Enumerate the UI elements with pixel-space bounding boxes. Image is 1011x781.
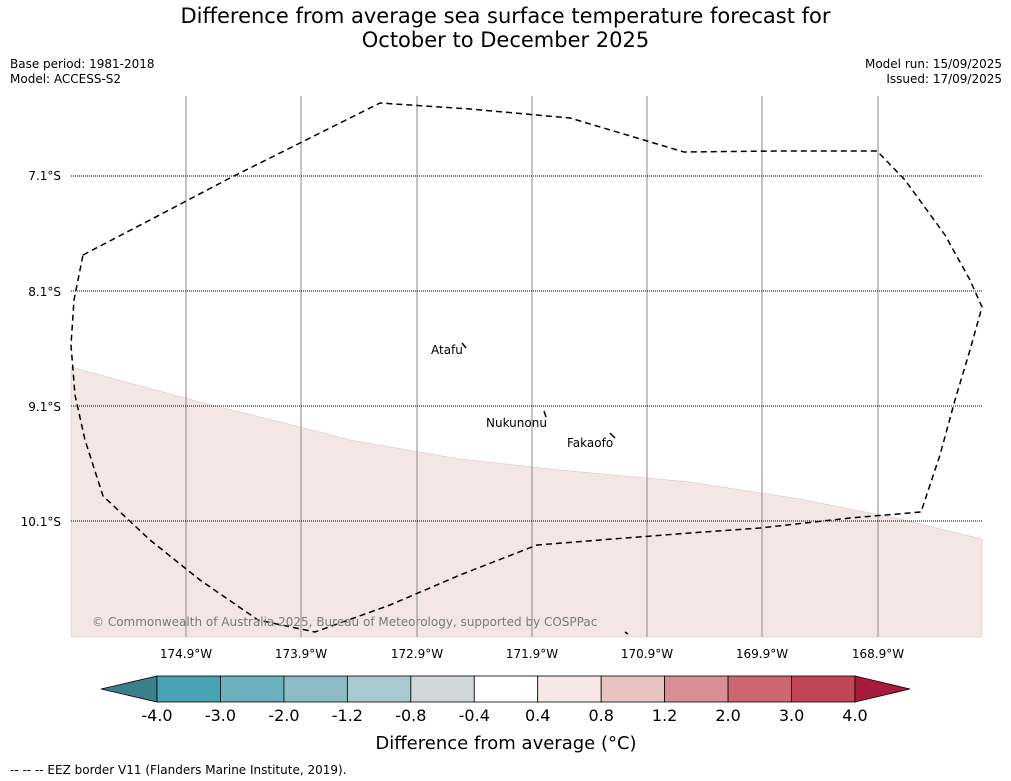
colorbar-segment <box>727 675 792 703</box>
model-info: Base period: 1981-2018 Model: ACCESS-S2 <box>10 57 155 87</box>
colorbar-tick-label: -2.0 <box>268 706 299 725</box>
base-period: Base period: 1981-2018 <box>10 57 155 71</box>
colorbar-extension-low <box>100 675 158 703</box>
map-plot: Atafu Nukunonu Fakaofo © Commonwealth of… <box>21 96 983 661</box>
lat-label-9-1: 9.1°S <box>28 400 61 414</box>
colorbar-tick-label: -4.0 <box>141 706 172 725</box>
colorbar-tick-label: -0.8 <box>395 706 426 725</box>
small-island-marker <box>624 631 629 635</box>
eez-legend: -- -- -- EEZ border V11 (Flanders Marine… <box>10 763 347 777</box>
copyright-notice: © Commonwealth of Australia 2025, Bureau… <box>92 615 597 629</box>
colorbar-segment <box>283 675 348 703</box>
colorbar-segment <box>346 675 412 703</box>
colorbar-segment <box>156 675 221 703</box>
title-line-2: October to December 2025 <box>361 28 650 52</box>
colorbar-segment <box>473 675 539 703</box>
atafu-label: Atafu <box>431 343 463 357</box>
colorbar-title: Difference from average (°C) <box>375 733 636 754</box>
colorbar-extension-high <box>854 675 911 703</box>
atafu-marker <box>461 342 467 349</box>
colorbar-tick-label: 0.8 <box>588 706 613 725</box>
lon-label-174-9: 174.9°W <box>160 647 212 661</box>
fakaofo-marker <box>609 432 616 439</box>
nukunonu-marker <box>543 410 547 418</box>
model-run: Model run: 15/09/2025 <box>864 57 1002 71</box>
lat-label-10-1: 10.1°S <box>21 515 61 529</box>
run-info: Model run: 15/09/2025 Issued: 17/09/2025 <box>865 57 1002 87</box>
lat-label-8-1: 8.1°S <box>28 285 61 299</box>
colorbar-segment <box>600 675 666 703</box>
issued-date: Issued: 17/09/2025 <box>886 72 1002 86</box>
island-markers <box>461 342 629 635</box>
colorbar-tick-label: 1.2 <box>652 706 677 725</box>
anomaly-shading <box>70 366 983 638</box>
lon-label-169-9: 169.9°W <box>736 647 788 661</box>
lat-label-7-1: 7.1°S <box>28 169 61 183</box>
fakaofo-label: Fakaofo <box>567 436 613 450</box>
colorbar-segment <box>664 675 729 703</box>
colorbar-tick-label: 3.0 <box>779 706 804 725</box>
nukunonu-label: Nukunonu <box>486 416 547 430</box>
lon-label-168-9: 168.9°W <box>852 647 904 661</box>
eez-border <box>70 102 983 633</box>
colorbar: -4.0 -3.0 -2.0 -1.2 -0.8 -0.4 0.4 0.8 1.2 2.0 3.0 4… <box>100 675 911 725</box>
model-name: Model: ACCESS-S2 <box>10 72 122 86</box>
colorbar-tick-label: 0.4 <box>525 706 550 725</box>
lon-label-171-9: 171.9°W <box>506 647 558 661</box>
colorbar-segment <box>220 675 285 703</box>
lon-label-172-9: 172.9°W <box>391 647 443 661</box>
colorbar-tick-label: -1.2 <box>332 706 363 725</box>
lon-label-170-9: 170.9°W <box>621 647 673 661</box>
colorbar-tick-label: 2.0 <box>715 706 740 725</box>
colorbar-tick-label: 4.0 <box>842 706 867 725</box>
map-title: Difference from average sea surface temp… <box>0 4 1011 52</box>
colorbar-segment <box>410 675 475 703</box>
colorbar-segment <box>537 675 602 703</box>
colorbar-tick-label: -0.4 <box>459 706 490 725</box>
title-line-1: Difference from average sea surface temp… <box>180 4 831 28</box>
lon-label-173-9: 173.9°W <box>275 647 327 661</box>
colorbar-tick-label: -3.0 <box>205 706 236 725</box>
colorbar-segment <box>791 675 856 703</box>
